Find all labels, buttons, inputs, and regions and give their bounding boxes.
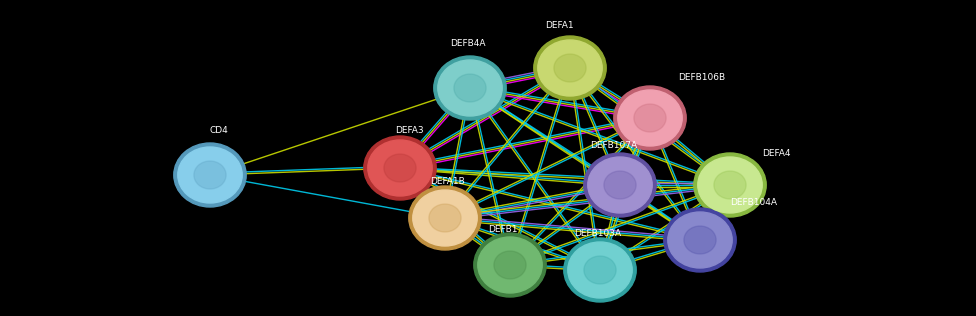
Ellipse shape [364, 136, 436, 200]
Ellipse shape [454, 74, 486, 102]
Ellipse shape [178, 147, 242, 203]
Ellipse shape [584, 153, 656, 217]
Ellipse shape [438, 60, 503, 116]
Text: DEFB1: DEFB1 [488, 225, 517, 234]
Ellipse shape [554, 54, 587, 82]
Text: DEFB107A: DEFB107A [590, 141, 637, 150]
Ellipse shape [604, 171, 636, 199]
Ellipse shape [588, 157, 652, 213]
Ellipse shape [538, 40, 602, 96]
Text: DEFA1B: DEFA1B [430, 177, 465, 186]
Ellipse shape [564, 238, 636, 302]
Ellipse shape [633, 104, 666, 132]
Ellipse shape [384, 154, 416, 182]
Text: DEFB104A: DEFB104A [730, 198, 777, 207]
Ellipse shape [698, 157, 762, 213]
Ellipse shape [428, 204, 461, 232]
Ellipse shape [713, 171, 746, 199]
Ellipse shape [494, 251, 526, 279]
Ellipse shape [568, 242, 632, 298]
Ellipse shape [433, 56, 507, 120]
Text: DEFA3: DEFA3 [395, 126, 424, 135]
Ellipse shape [473, 233, 547, 297]
Text: CD4: CD4 [210, 126, 228, 135]
Ellipse shape [368, 140, 432, 196]
Ellipse shape [664, 208, 736, 272]
Ellipse shape [478, 237, 543, 293]
Ellipse shape [174, 143, 246, 207]
Ellipse shape [618, 90, 682, 146]
Text: DEFA1: DEFA1 [545, 21, 574, 30]
Ellipse shape [614, 86, 686, 150]
Ellipse shape [413, 190, 477, 246]
Ellipse shape [684, 226, 716, 254]
Ellipse shape [694, 153, 766, 217]
Ellipse shape [534, 36, 606, 100]
Ellipse shape [194, 161, 226, 189]
Ellipse shape [409, 186, 481, 250]
Ellipse shape [584, 256, 616, 284]
Text: DEFA4: DEFA4 [762, 149, 791, 158]
Text: DEFB4A: DEFB4A [450, 39, 485, 48]
Ellipse shape [668, 212, 732, 268]
Text: DEFB103A: DEFB103A [574, 229, 621, 238]
Text: DEFB106B: DEFB106B [678, 73, 725, 82]
